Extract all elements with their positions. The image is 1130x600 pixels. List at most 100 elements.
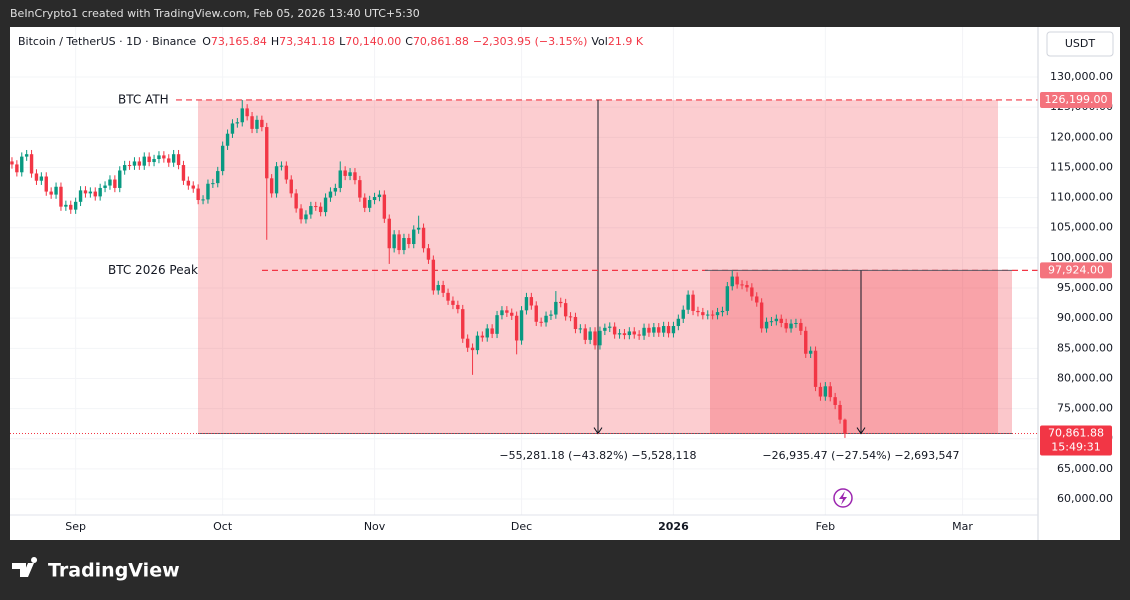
x-tick-label: Oct [213, 520, 233, 533]
candle-body [563, 303, 568, 317]
candle-body [353, 172, 357, 181]
candle-body [505, 310, 509, 313]
candle-body [157, 155, 161, 160]
candle-body [701, 312, 705, 316]
candle-body [162, 155, 166, 159]
candle-body [608, 326, 612, 328]
candle-body [441, 285, 445, 293]
candle-body [318, 206, 323, 213]
candle-body [78, 190, 83, 202]
level-tag-label: 126,199.00 [1045, 93, 1108, 106]
candle-body [260, 119, 264, 128]
candle-body [436, 285, 440, 291]
x-tick-label: Nov [364, 520, 386, 533]
symbol: Bitcoin / TetherUS · 1D · Binance [18, 35, 196, 48]
candle-body [559, 301, 563, 304]
candle-body [470, 347, 475, 351]
candle-body [593, 331, 597, 346]
candle-body [294, 193, 298, 209]
candle-body [779, 318, 783, 323]
x-tick-label: Feb [816, 520, 835, 533]
currency[interactable]: USDT [1065, 37, 1096, 50]
candle-body [416, 227, 421, 230]
current-price-label: 70,861.88 [1048, 427, 1104, 440]
candle-body [715, 312, 720, 316]
candle-body [710, 314, 715, 316]
candle-body [720, 310, 725, 313]
y-tick-label: 90,000.00 [1057, 311, 1113, 324]
candle-body [661, 326, 666, 333]
candle-body [274, 166, 279, 194]
currency-button[interactable] [1046, 31, 1114, 57]
level-tag-label: 97,924.00 [1048, 263, 1104, 276]
candle-body [627, 331, 632, 336]
candle-body [490, 328, 494, 334]
y-tick-label: 110,000.00 [1050, 191, 1113, 204]
candle-body [529, 297, 534, 306]
event-bolt [839, 491, 847, 505]
candle-body [201, 199, 205, 201]
candle-body [372, 197, 377, 201]
candle-body [495, 315, 499, 334]
candle-body [392, 234, 396, 249]
candle-body [603, 327, 607, 331]
candle-body [759, 302, 764, 329]
candle-body [176, 154, 181, 166]
candle-body [299, 208, 303, 220]
candle-body [338, 170, 342, 188]
measure-label: −55,281.18 (−43.82%) −5,528,118 [499, 449, 696, 462]
candle-body [735, 276, 739, 285]
level-tag [1040, 91, 1112, 108]
candle-body [93, 191, 97, 197]
candle-body [167, 158, 171, 163]
candle-body [323, 197, 328, 213]
candle-body [34, 173, 39, 181]
candle-body [191, 185, 195, 189]
candle-body [171, 154, 176, 163]
plot [10, 27, 1038, 515]
candle-body [113, 179, 117, 188]
candle-body [568, 316, 573, 318]
candle-body [818, 386, 823, 397]
candle-body [377, 194, 382, 198]
level-tag [1040, 262, 1112, 279]
y-tick-label: 85,000.00 [1057, 341, 1113, 354]
candle-body [230, 123, 235, 134]
brand: TradingView [48, 560, 180, 582]
y-tick-label: 65,000.00 [1057, 462, 1113, 475]
candle-body [83, 190, 88, 194]
candle-body [485, 328, 489, 338]
symbol-legend: Bitcoin / TetherUS · 1D · Binance O73,165… [18, 35, 644, 48]
brand-logo: TradingView [12, 557, 180, 582]
candle-body [314, 206, 318, 208]
candle-body [666, 326, 671, 334]
y-tick-label: 75,000.00 [1057, 402, 1113, 415]
arrow-head [856, 427, 866, 435]
candle-body [519, 310, 524, 341]
legend-value: 73,341.18 [279, 35, 335, 48]
candle-body [15, 164, 19, 173]
candle-body [789, 323, 793, 329]
candle-body [451, 300, 455, 305]
candle-body [235, 122, 240, 124]
candle-body [657, 327, 661, 333]
candle-body [740, 284, 744, 286]
candle-body [103, 185, 107, 188]
candle-body [539, 321, 543, 323]
candle-body [446, 292, 450, 301]
candle-body [367, 200, 372, 208]
candle-body [132, 161, 137, 166]
candle-body [804, 330, 808, 354]
candle-body [225, 133, 230, 146]
candle-body [407, 237, 411, 245]
candle-body [397, 234, 401, 251]
candle-body [98, 187, 102, 197]
logo-icon [12, 557, 38, 577]
candle-body [465, 338, 470, 348]
candle-body [269, 178, 274, 194]
candle-body [475, 335, 480, 351]
candle-body [681, 309, 685, 319]
candle-body [696, 310, 700, 313]
candle-body [755, 296, 759, 303]
legend-change: −2,303.95 (−3.15%) [473, 35, 587, 48]
